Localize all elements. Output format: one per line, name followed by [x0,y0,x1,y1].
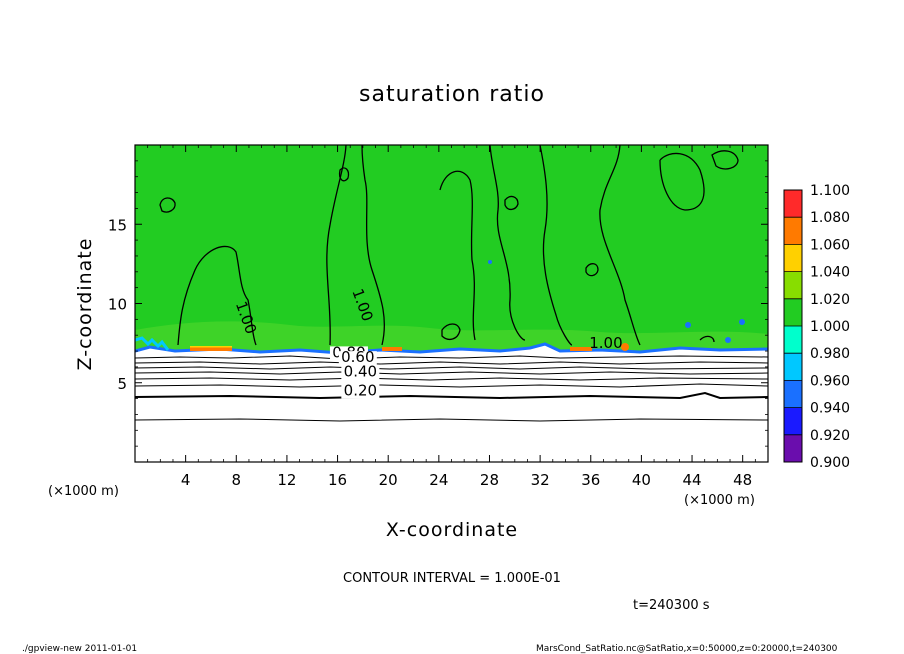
subsat-spot [725,337,731,343]
x-tick-label: 28 [480,471,499,489]
x-tick-label: 4 [181,471,191,489]
contour-label: 0.60 [341,348,374,366]
time-text: t=240300 s [633,598,710,613]
colorbar-label: 0.960 [810,373,850,389]
colorbar-label: 0.980 [810,346,850,362]
colorbar-swatch [784,353,802,381]
supersat-patch [190,346,232,348]
contour-label-group: 0.40 [341,362,380,380]
footer-left: ./gpview-new 2011-01-01 [22,644,137,654]
colorbar-label: 1.020 [810,292,850,308]
contour-label: 1.00 [589,334,622,352]
colorbar-swatch [784,217,802,245]
contour-label: 0.20 [344,381,377,399]
colorbar-swatch [784,326,802,354]
x-axis-ticks: 4 8 12 16 20 24 28 32 36 40 44 48 [147,145,756,489]
colorbar-label: 0.900 [810,455,850,471]
y-tick-label: 15 [108,216,127,234]
colorbar-swatch [784,190,802,218]
contour-1.00-lines [159,145,739,346]
colorbar-swatch [784,407,802,435]
contour-label-group: 0.20 [341,381,380,399]
colorbar-swatch [784,380,802,408]
supersat-patch [190,347,232,351]
x-tick-label: 16 [328,471,347,489]
contour-label-bg [341,384,380,399]
contour-label: 0.40 [344,362,377,380]
x-tick-label: 12 [277,471,296,489]
x-tick-label: 20 [379,471,398,489]
supersat-patch [382,347,402,351]
y-axis-ticks: 5 10 15 [108,160,768,447]
colorbar-swatch [784,271,802,299]
x-tick-label: 48 [733,471,752,489]
contour-label-group: 1.00 [589,334,622,352]
supersat-patch [621,343,629,351]
chart-title: saturation ratio [359,82,545,107]
colorbar-swatch [784,298,802,326]
colorbar-label: 1.100 [810,183,850,199]
colorbar-label: 1.000 [810,319,850,335]
contour-labels: 1.001.000.800.600.400.201.00 [232,286,623,399]
subsat-spot [739,319,745,325]
x-tick-label: 40 [632,471,651,489]
contour-label-group: 0.60 [338,348,377,366]
x-tick-label: 36 [581,471,600,489]
x-tick-label: 24 [429,471,448,489]
left-edge-boundary [135,336,170,351]
subsaturated-region [135,345,768,462]
colorbar-label: 0.920 [810,428,850,444]
footer-right: MarsCond_SatRatio.nc@SatRatio,x=0:50000,… [536,644,838,654]
colorbar-label: 1.040 [810,265,850,281]
colorbar-label: 1.080 [810,210,850,226]
supersat-patch [570,347,592,351]
colorbar-label: 1.060 [810,237,850,253]
contour-subsat-lines [135,355,768,422]
contour-label-bg [341,365,380,380]
subsat-spot [488,260,492,264]
contour-label-bg [338,351,377,366]
y-tick-label: 5 [117,375,127,393]
plot-area [135,145,768,462]
colorbar-swatch [784,244,802,272]
colorbar-swatch [784,434,802,462]
colorbar-label: 0.940 [810,401,850,417]
colorbar: 0.900 0.920 0.940 0.960 0.980 1.000 1.020 1.040… [783,183,850,471]
y-tick-label: 10 [108,296,127,314]
x-tick-label: 8 [232,471,242,489]
x-unit-right: (×1000 m) [684,493,755,508]
x-tick-label: 44 [682,471,701,489]
contour-interval-text: CONTOUR INTERVAL = 1.000E-01 [343,571,561,586]
x-unit-left: (×1000 m) [48,484,119,499]
y-axis-label: Z-coordinate [74,238,96,371]
x-axis-label: X-coordinate [386,519,518,541]
near-saturation-band [135,321,768,355]
subsat-spot [685,322,691,328]
x-tick-label: 32 [531,471,550,489]
